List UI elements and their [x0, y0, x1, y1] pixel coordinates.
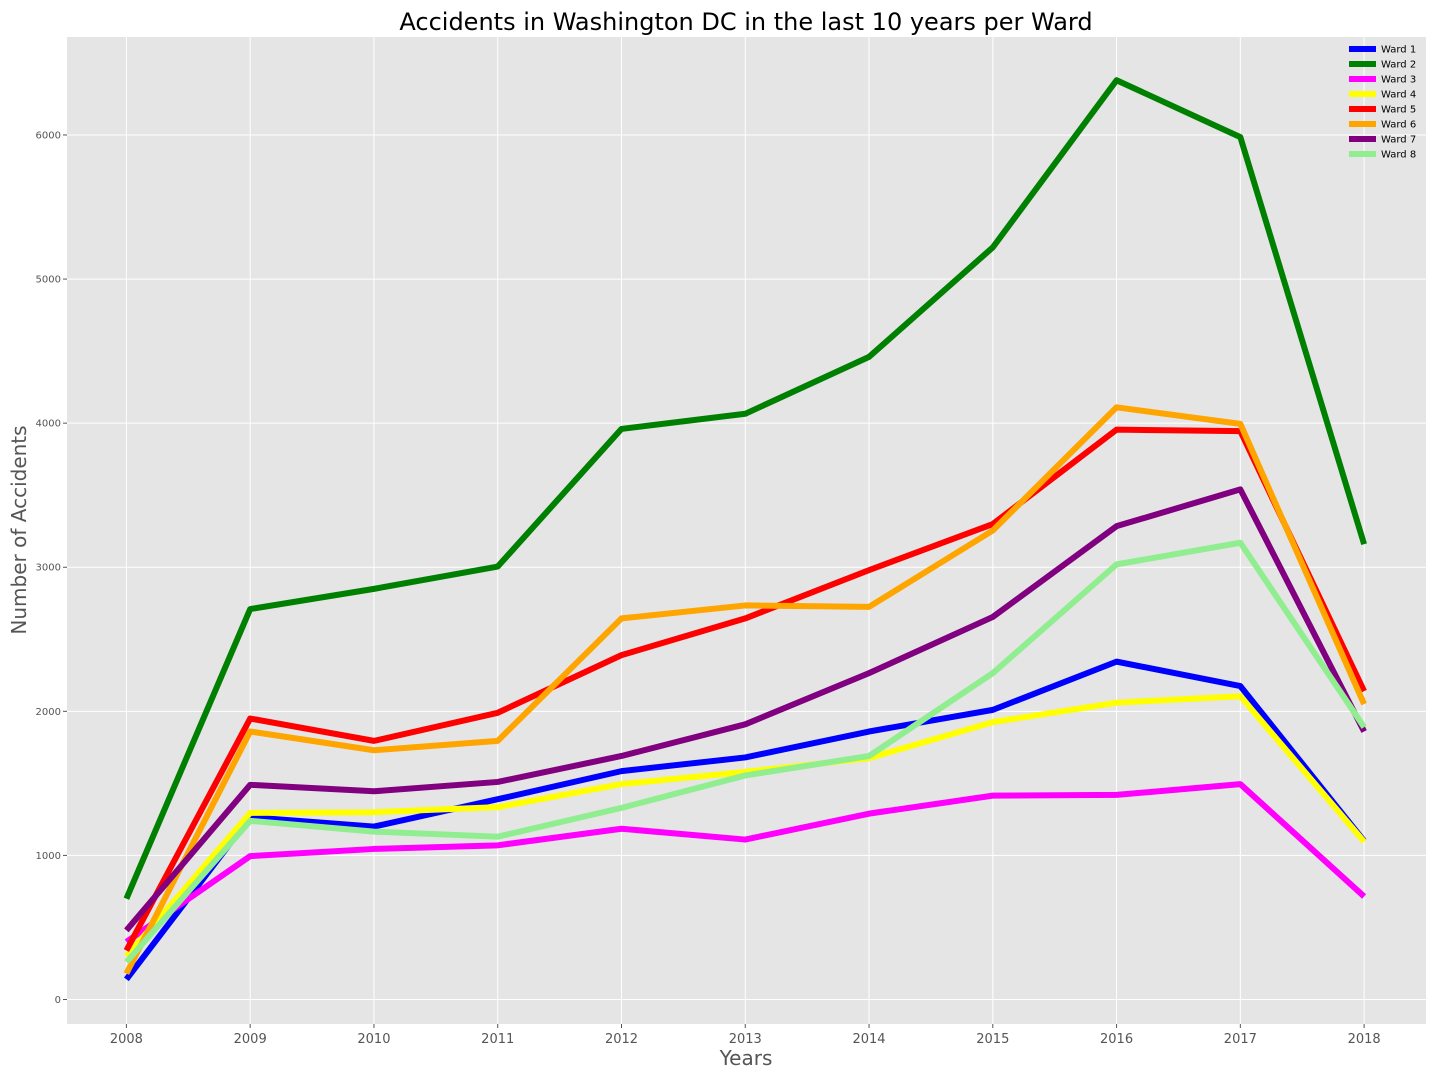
- series-line-ward-4: [124, 693, 1367, 959]
- y-tick-label: 2000: [36, 707, 61, 718]
- y-tick-label: 5000: [36, 275, 61, 286]
- series-line-ward-3: [124, 781, 1367, 945]
- y-tick-label: 6000: [36, 130, 61, 141]
- x-tick-label: 2017: [1224, 1032, 1257, 1047]
- x-tick-label: 2014: [852, 1032, 885, 1047]
- plot-area: [67, 37, 1426, 1024]
- legend-entry-label: Ward 1: [1381, 45, 1416, 56]
- y-tick-label: 3000: [36, 563, 61, 574]
- series-line-ward-5: [123, 426, 1367, 952]
- x-tick-label: 2009: [234, 1032, 267, 1047]
- legend-entry-label: Ward 6: [1381, 120, 1416, 131]
- legend-entry-label: Ward 7: [1381, 135, 1416, 146]
- x-tick-label: 2016: [1100, 1032, 1133, 1047]
- y-axis-ticks: 0 1000 2000 3000 4000 5000 6000: [36, 130, 67, 1006]
- series-line-ward-1: [124, 658, 1367, 982]
- x-tick-label: 2013: [729, 1032, 762, 1047]
- y-tick-label: 1000: [36, 851, 61, 862]
- y-tick-label: 4000: [36, 419, 61, 430]
- x-tick-label: 2015: [976, 1032, 1009, 1047]
- x-tick-label: 2018: [1348, 1032, 1381, 1047]
- x-tick-label: 2012: [605, 1032, 638, 1047]
- chart-title: Accidents in Washington DC in the last 1…: [399, 8, 1092, 36]
- legend-entry-label: Ward 2: [1381, 60, 1416, 71]
- legend-entry-label: Ward 8: [1381, 150, 1416, 161]
- legend: Ward 1 Ward 2 Ward 3 Ward 4 Ward 5 Ward 6 Ward…: [1349, 45, 1416, 161]
- series-line-ward-2: [123, 77, 1367, 900]
- y-tick-label: 0: [55, 995, 61, 1006]
- legend-entry-label: Ward 3: [1381, 75, 1416, 86]
- x-tick-label: 2011: [481, 1032, 514, 1047]
- legend-entry-label: Ward 5: [1381, 105, 1416, 116]
- x-axis-ticks: 2008 2009 2010 2011 2012 2013 2014 2015 2016 2017…: [110, 1024, 1381, 1047]
- grid-lines: [67, 37, 1426, 1024]
- x-axis-label: Years: [719, 1046, 773, 1070]
- legend-entry-label: Ward 4: [1381, 90, 1416, 101]
- series-line-ward-8: [124, 539, 1367, 965]
- series-line-ward-7: [124, 486, 1367, 933]
- series-lines: [123, 77, 1367, 982]
- y-axis-label: Number of Accidents: [7, 425, 31, 634]
- x-tick-label: 2008: [110, 1032, 143, 1047]
- x-tick-label: 2010: [357, 1032, 390, 1047]
- series-line-ward-6: [123, 404, 1367, 975]
